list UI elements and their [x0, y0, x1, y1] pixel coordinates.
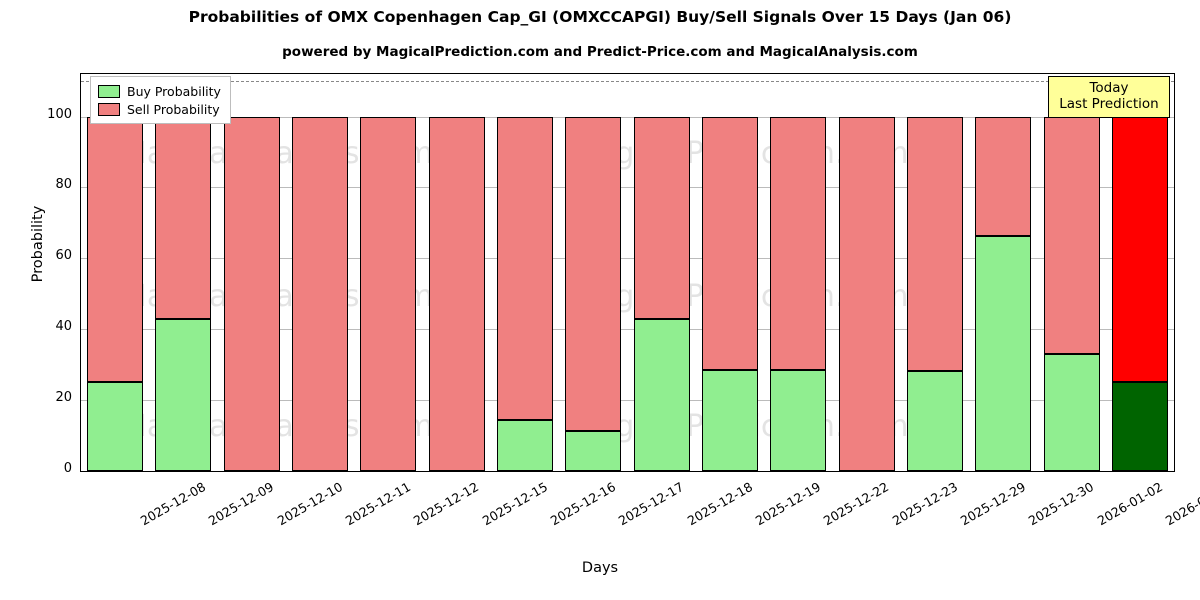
bar-segment-sell: [701, 116, 758, 370]
x-tick-label: 2025-12-30: [1025, 479, 1097, 529]
y-gridline: [81, 258, 1174, 260]
y-tick-label: 60: [55, 248, 72, 264]
legend-swatch-buy: [98, 84, 120, 98]
bar-segment-sell: [770, 116, 827, 370]
x-tick-label: 2025-12-10: [274, 479, 345, 529]
legend-item-buy: Buy Probability: [98, 82, 221, 100]
bar-group[interactable]: [87, 74, 144, 471]
legend-item-sell: Sell Probability: [98, 100, 221, 118]
x-tick-label: 2025-12-12: [411, 479, 482, 529]
bar-group[interactable]: [497, 74, 554, 471]
x-tick-label: 2025-12-17: [616, 479, 687, 529]
y-axis-label: Probability: [30, 205, 46, 283]
bar-segment-sell: [906, 116, 963, 372]
y-tick-label: 40: [55, 319, 72, 335]
x-tick-label: 2025-12-11: [342, 479, 414, 529]
bar-group[interactable]: [360, 74, 417, 471]
x-tick-label: 2025-12-08: [137, 479, 209, 529]
bar-segment-sell: [155, 116, 212, 320]
x-tick-label: 2026-01-02: [1094, 479, 1165, 529]
bar-group[interactable]: [1043, 74, 1100, 471]
today-label-line2: Last Prediction: [1059, 96, 1159, 112]
x-tick-label: 2026-01-05: [1162, 479, 1200, 529]
x-tick-label: 2025-12-18: [684, 479, 755, 529]
bar-group[interactable]: [906, 74, 963, 471]
bar-segment-buy: [565, 430, 622, 471]
bar-segment-buy: [87, 382, 144, 471]
bar-group[interactable]: [838, 74, 895, 471]
y-gridline: [81, 116, 1174, 118]
y-tick-label: 20: [55, 390, 72, 406]
bar-segment-sell: [565, 116, 622, 431]
bar-segment-buy: [975, 235, 1032, 471]
bar-segment-buy: [633, 319, 690, 471]
x-tick-label: 2025-12-15: [479, 479, 550, 529]
y-tick-label: 0: [63, 461, 72, 476]
bar-segment-sell: [497, 116, 554, 421]
bar-group[interactable]: [428, 74, 485, 471]
chart-legend: Buy Probability Sell Probability: [90, 76, 231, 124]
bar-segment-sell: [633, 116, 690, 320]
today-annotation: Today Last Prediction: [1048, 76, 1170, 118]
x-tick-label: 2025-12-19: [752, 479, 824, 529]
legend-label-buy: Buy Probability: [127, 83, 221, 99]
x-tick-label: 2025-12-16: [547, 479, 619, 529]
x-tick-label: 2025-12-09: [206, 479, 277, 529]
today-label-line1: Today: [1089, 80, 1129, 96]
bar-group[interactable]: [565, 74, 622, 471]
bar-segment-sell: [428, 116, 485, 471]
plot-area: MagicalAnalysis.comMagicalPrediction.com…: [80, 73, 1175, 472]
bar-segment-sell: [838, 116, 895, 471]
bar-group[interactable]: [975, 74, 1032, 471]
y-gridline: [81, 187, 1174, 189]
legend-label-sell: Sell Probability: [127, 101, 220, 117]
bar-segment-sell: [975, 116, 1032, 236]
bar-segment-buy: [770, 369, 827, 471]
bar-group[interactable]: [223, 74, 280, 471]
bar-segment-sell: [360, 116, 417, 471]
bar-segment-buy: [906, 371, 963, 471]
page-title: Probabilities of OMX Copenhagen Cap_GI (…: [188, 8, 1012, 26]
bar-segment-buy: [155, 319, 212, 471]
x-axis-label: Days: [581, 560, 619, 576]
bar-segment-sell: [87, 116, 144, 383]
chart-subtitle: powered by MagicalPrediction.com and Pre…: [282, 44, 918, 60]
bar-segment-buy: [1111, 382, 1168, 471]
bar-segment-sell: [223, 116, 280, 471]
bar-group[interactable]: [1111, 74, 1168, 471]
bar-segment-buy: [497, 420, 554, 471]
bar-segment-sell: [1043, 116, 1100, 355]
bar-group[interactable]: [292, 74, 349, 471]
bar-group[interactable]: [701, 74, 758, 471]
y-gridline: [81, 329, 1174, 331]
y-tick-label: 100: [47, 106, 72, 122]
x-tick-label: 2025-12-23: [889, 479, 960, 529]
y-tick-label: 80: [55, 177, 72, 193]
x-tick-label: 2025-12-22: [821, 479, 892, 529]
bar-group[interactable]: [155, 74, 212, 471]
bar-segment-buy: [701, 369, 758, 471]
y-gridline: [81, 400, 1174, 402]
legend-swatch-sell: [98, 102, 120, 116]
bar-segment-sell: [292, 116, 349, 471]
bar-segment-buy: [1043, 354, 1100, 471]
x-tick-label: 2025-12-29: [957, 479, 1029, 529]
bar-group[interactable]: [633, 74, 690, 471]
bar-segment-sell: [1111, 116, 1168, 383]
bar-group[interactable]: [770, 74, 827, 471]
reference-line: [81, 81, 1174, 83]
